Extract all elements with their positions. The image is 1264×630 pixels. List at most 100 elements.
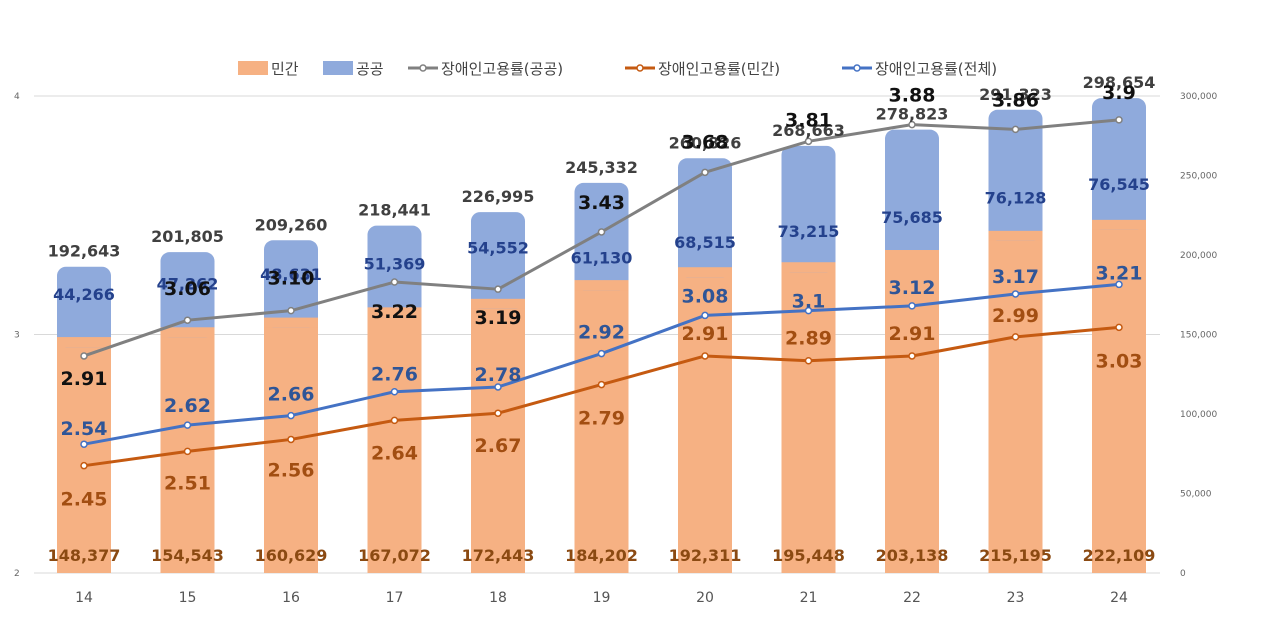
data-label-public: 61,130	[571, 249, 633, 268]
y-right-tick-label: 100,000	[1180, 410, 1217, 420]
bar-public	[988, 109, 1043, 241]
line-private-rate-point	[804, 356, 813, 365]
data-label-public: 51,369	[364, 255, 426, 274]
bar-private-joint	[1092, 219, 1146, 230]
data-label-line-total-rate: 2.92	[578, 322, 625, 344]
data-label-private: 203,138	[876, 546, 949, 565]
y-right-tick-label: 150,000	[1180, 331, 1217, 341]
line-private-rate-point	[1115, 323, 1123, 332]
y-left-tick-label: 4	[14, 92, 20, 102]
data-label-line-total-rate: 3.08	[682, 285, 729, 307]
data-label-line-public-rate: 3.10	[268, 268, 315, 290]
bar-private	[471, 298, 525, 573]
line-public-rate-point	[183, 316, 192, 324]
data-label-line-private-rate: 2.51	[164, 472, 211, 494]
data-label-line-total-rate: 3.12	[889, 277, 936, 299]
line-public-rate-point	[287, 306, 295, 315]
data-label-public: 75,685	[881, 208, 943, 227]
data-label-line-public-rate: 3.88	[889, 85, 936, 107]
y-right-tick-label: 50,000	[1180, 490, 1212, 500]
x-tick-label: 22	[903, 590, 921, 606]
bar-private-joint	[160, 327, 215, 338]
data-label-line-public-rate: 3.06	[164, 278, 211, 300]
data-label-public: 76,545	[1088, 175, 1150, 194]
data-label-private: 184,202	[565, 546, 638, 565]
bar-private	[988, 230, 1043, 573]
data-label-line-private-rate: 2.79	[578, 408, 625, 430]
bar-public	[1092, 98, 1146, 230]
data-label-line-public-rate: 3.81	[785, 109, 832, 131]
data-label-line-public-rate: 3.9	[1102, 82, 1136, 104]
data-label-line-private-rate: 2.67	[475, 435, 522, 457]
data-label-private: 154,543	[151, 546, 224, 565]
data-label-public: 76,128	[985, 188, 1047, 207]
data-label-line-private-rate: 2.89	[785, 328, 832, 350]
line-total-rate-point	[287, 411, 295, 420]
legend-swatch	[323, 61, 353, 75]
data-label-line-private-rate: 2.45	[61, 489, 108, 511]
legend-swatch	[238, 61, 268, 75]
data-label-private: 195,448	[772, 546, 845, 565]
data-label-line-total-rate: 3.21	[1096, 262, 1143, 284]
bar-private-joint	[678, 267, 732, 278]
bar-public	[471, 212, 525, 309]
y-right-tick-label: 300,000	[1180, 92, 1217, 102]
bar-private-joint	[471, 298, 525, 309]
line-private-rate-point	[80, 461, 88, 470]
line-total-rate-point	[701, 311, 709, 320]
data-label-private: 215,195	[979, 546, 1052, 565]
legend-label: 민간	[271, 60, 299, 78]
line-total-rate-point	[597, 349, 606, 358]
bar-private-joint	[885, 250, 939, 261]
data-label-line-total-rate: 2.54	[61, 418, 108, 440]
line-public-rate-point	[390, 278, 399, 286]
data-label-total: 218,441	[358, 201, 431, 220]
bar-public	[885, 129, 939, 261]
data-label-private: 148,377	[48, 546, 121, 565]
data-label-line-public-rate: 3.86	[992, 89, 1039, 111]
line-total-rate-point	[183, 421, 192, 429]
bar-private-joint	[781, 262, 836, 273]
data-label-public: 48,631	[260, 265, 322, 284]
data-label-public: 54,552	[467, 238, 529, 257]
data-label-total: 192,643	[48, 242, 121, 261]
data-label-public: 68,515	[674, 233, 736, 252]
legend-label: 장애인고용률(전체)	[875, 60, 997, 78]
line-total-rate-point	[390, 387, 399, 396]
y-left-tick-label: 2	[14, 569, 20, 579]
data-label-private: 192,311	[669, 546, 742, 565]
data-label-private: 167,072	[358, 546, 431, 565]
bar-private-joint	[264, 317, 318, 328]
legend-label: 장애인고용률(공공)	[441, 60, 563, 78]
data-label-line-public-rate: 3.19	[475, 307, 522, 329]
data-label-line-total-rate: 3.17	[992, 266, 1039, 288]
y-right-tick-label: 200,000	[1180, 251, 1217, 261]
line-private-rate-point	[494, 409, 502, 417]
legend-label: 공공	[356, 60, 384, 78]
data-label-total: 260,826	[669, 133, 742, 152]
data-label-line-private-rate: 2.64	[371, 442, 418, 464]
data-label-total: 226,995	[462, 187, 535, 206]
data-label-total: 245,332	[565, 158, 638, 177]
line-private-rate-point	[287, 435, 295, 444]
data-label-total: 201,805	[151, 227, 224, 246]
line-public-rate-point	[1011, 125, 1020, 134]
data-label-total: 268,663	[772, 121, 845, 140]
bar-private	[367, 307, 422, 573]
x-tick-label: 17	[386, 590, 404, 606]
data-label-line-private-rate: 2.99	[992, 305, 1039, 327]
data-label-private: 160,629	[255, 546, 328, 565]
legend-label: 장애인고용률(민간)	[658, 60, 780, 78]
data-label-private: 172,443	[462, 546, 535, 565]
line-public-rate-point	[597, 228, 606, 236]
line-total-rate-point	[1115, 280, 1123, 289]
data-label-line-total-rate: 2.62	[164, 395, 211, 417]
bar-private-joint	[367, 307, 422, 318]
data-label-total: 298,654	[1083, 73, 1156, 92]
data-label-line-total-rate: 2.76	[371, 364, 418, 386]
x-tick-label: 18	[489, 590, 507, 606]
data-label-public: 47,262	[157, 275, 219, 294]
data-label-total: 291,323	[979, 85, 1052, 104]
legend-marker	[853, 64, 861, 72]
